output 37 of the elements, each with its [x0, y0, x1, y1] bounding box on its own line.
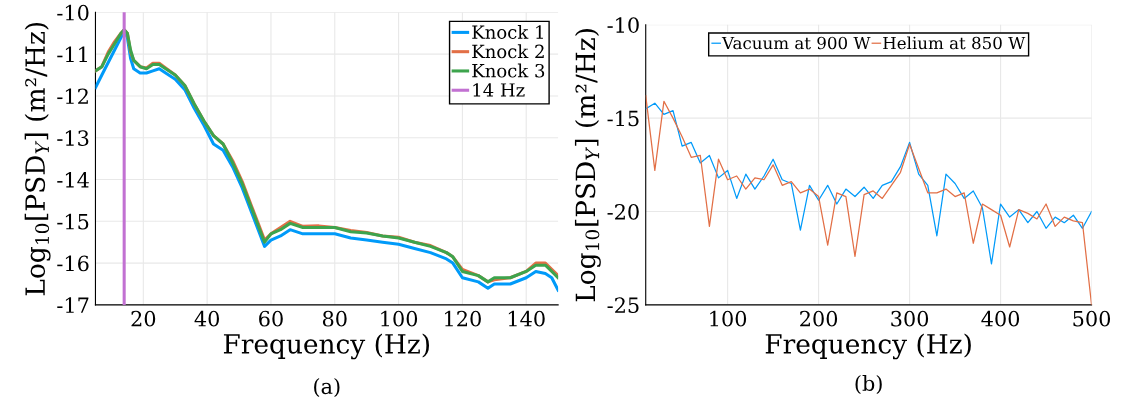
- legend-label: 14 Hz: [473, 83, 525, 97]
- y-tick-label: -15: [607, 110, 639, 127]
- x-tick-label: 100: [381, 310, 418, 327]
- x-tick-label: 200: [800, 310, 838, 327]
- y-tick-label: -17: [57, 297, 89, 313]
- y-axis-title: Log$_{10}$[PSD$_{Y}$] (m²/Hz): [574, 29, 601, 302]
- y-tick-label: -15: [57, 213, 89, 230]
- x-tick-label: 300: [891, 310, 929, 327]
- x-tick-label: 40: [194, 310, 220, 327]
- line-series: [645, 102, 1092, 265]
- legend-label: Knock 1: [472, 25, 543, 39]
- y-tick-label: -16: [57, 255, 89, 272]
- y-tick-label: -11: [57, 46, 87, 63]
- x-tick-label: 500: [1073, 310, 1111, 327]
- y-tick-label: -25: [607, 297, 639, 314]
- y-tick-label: -10: [57, 4, 89, 21]
- x-tick-label: 80: [322, 310, 347, 327]
- legend-label: Vacuum at 900 W: [721, 36, 871, 50]
- y-axis-title: Log$_{10}$[PSD$_{Y}$] (m²/Hz): [24, 22, 51, 296]
- x-tick-label: 120: [445, 310, 481, 327]
- text: (b): [855, 374, 882, 394]
- x-tick-label: 140: [508, 310, 545, 327]
- text: (a): [314, 378, 340, 398]
- y-tick-label: -20: [607, 203, 639, 220]
- legend-label: Knock 2: [472, 44, 544, 59]
- x-tick-label: 60: [259, 310, 283, 327]
- x-tick-label: 400: [981, 310, 1020, 327]
- y-tick-label: -10: [607, 17, 639, 33]
- x-tick-label: 20: [131, 310, 156, 327]
- y-tick-label: -13: [57, 130, 89, 146]
- legend-label: Knock 3: [472, 63, 545, 78]
- x-tick-label: 100: [710, 310, 747, 327]
- legend-label: Helium at 850 W: [883, 36, 1026, 50]
- x-axis-title: Frequency (Hz): [223, 333, 430, 360]
- x-axis-title: Frequency (Hz): [765, 333, 971, 360]
- y-tick-label: -12: [57, 88, 88, 104]
- y-tick-label: -14: [57, 171, 89, 188]
